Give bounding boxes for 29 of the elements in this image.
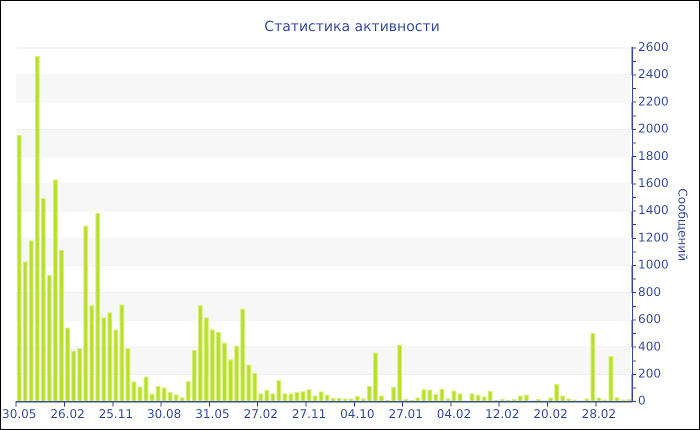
y-tick-label: 200 (638, 366, 661, 381)
x-tick-label: 12.02 (485, 406, 520, 421)
x-tick-label: 26.02 (50, 406, 85, 421)
y-tick-label: 1000 (638, 258, 669, 272)
x-tick-label: 20.02 (533, 406, 568, 421)
y-tick-label: 400 (638, 339, 661, 354)
x-tick-label: 28.02 (582, 406, 616, 421)
y-tick-label: 1800 (638, 148, 669, 163)
y-tick-label: 1600 (638, 176, 669, 190)
y-tick-label: 1400 (638, 203, 669, 218)
x-tick-label: 04.10 (340, 406, 375, 421)
y-tick-label: 0 (638, 394, 646, 408)
x-tick-label: 27.11 (292, 406, 326, 421)
x-tick-label: 30.08 (146, 406, 182, 421)
x-tick-label: 30.05 (2, 406, 36, 421)
x-tick-label: 25.11 (98, 406, 134, 421)
y-axis-title: Сообщений (676, 188, 690, 261)
chart-title: Статистика активности (264, 19, 440, 36)
y-tick-label: 2400 (638, 67, 669, 82)
x-tick-label: 27.02 (244, 406, 278, 421)
y-tick-label: 2200 (638, 94, 669, 108)
x-tick-label: 04.02 (436, 406, 472, 421)
x-tick-label: 27.01 (388, 406, 423, 421)
y-tick-label: 1200 (638, 230, 669, 244)
x-tick-label: 31.05 (195, 406, 230, 421)
y-tick-label: 2000 (638, 122, 669, 136)
y-tick-label: 800 (638, 284, 661, 299)
y-tick-label: 600 (638, 312, 661, 326)
y-tick-label: 2600 (638, 40, 669, 54)
